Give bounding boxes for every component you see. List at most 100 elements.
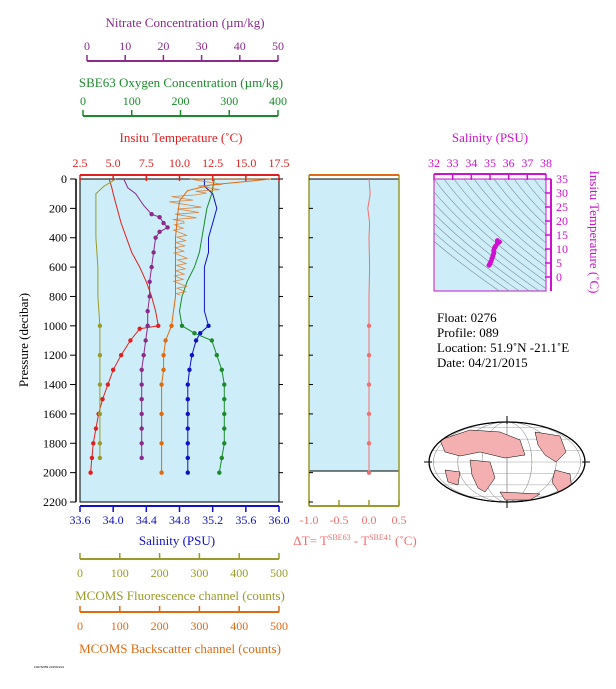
backscatter-point (161, 352, 166, 358)
pressure-tick-label: 1000 (43, 319, 67, 333)
pressure-axis-title: Pressure (decibar) (16, 293, 31, 387)
oxygen-point (214, 352, 220, 358)
salinity-axis-title: Salinity (PSU) (139, 533, 215, 548)
nitrate-tick-label: 20 (157, 39, 169, 53)
nitrate-tick-label: 40 (234, 39, 246, 53)
ts-density-contour (513, 179, 546, 217)
salinity-point (185, 397, 190, 402)
temperature-point (89, 455, 95, 461)
salinity-point (193, 338, 199, 343)
ts-temperature-tick-label: 10 (556, 242, 568, 256)
nitrate-point (141, 352, 146, 358)
pressure-tick-label: 800 (49, 289, 67, 303)
oxygen-tick-label: 100 (123, 94, 141, 108)
nitrate-tick-label: 10 (119, 39, 131, 53)
fluorescence-point (97, 411, 103, 417)
salinity-tick-label: 35.6 (235, 513, 256, 527)
ts-salinity-tick-label: 32 (428, 156, 440, 170)
backscatter-tick-label: 400 (230, 619, 248, 633)
nitrate-tick-label: 30 (196, 39, 208, 53)
ts-density-contour (523, 179, 546, 206)
fluorescence-point (97, 323, 103, 329)
ts-density-contour (434, 240, 500, 291)
nitrate-point (139, 382, 144, 387)
ts-salinity-tick-label: 34 (465, 156, 477, 170)
delta-point (366, 441, 372, 446)
oxygen-axis-title: SBE63 Oxygen Concentration (µm/kg) (79, 75, 283, 90)
nitrate-point (139, 426, 144, 431)
ts-density-contour (483, 179, 546, 244)
ts-temperature-tick-label: 25 (556, 200, 568, 214)
ts-density-contour (434, 179, 546, 282)
temperature-point (91, 441, 96, 446)
salinity-point (198, 330, 203, 336)
nitrate-point (145, 308, 150, 314)
temperature-line (90, 178, 159, 473)
fluorescence-point (97, 352, 103, 358)
ts-temperature-tick-label: 15 (556, 228, 568, 242)
salinity-tick-label: 34.0 (103, 513, 124, 527)
oxygen-tick-label: 200 (172, 94, 190, 108)
delta-point (366, 470, 372, 475)
salinity-point (185, 382, 190, 387)
delta-tick-label: -1.0 (300, 513, 319, 527)
ts-temperature-tick-label: 35 (556, 172, 568, 186)
ts-salinity-tick-label: 37 (521, 156, 533, 170)
ts-temperature-tick-label: 30 (556, 186, 568, 200)
ts-density-contour (463, 179, 546, 260)
ts-density-contour (434, 191, 546, 290)
nitrate-point (149, 212, 154, 217)
delta-point (366, 411, 372, 417)
salinity-tick-label: 35.2 (202, 513, 223, 527)
nitrate-point (157, 214, 162, 220)
delta-tick-label: 0.5 (392, 513, 407, 527)
temperature-point (137, 326, 142, 331)
delta-point (366, 352, 372, 358)
nitrate-point (143, 338, 148, 343)
nitrate-point (139, 441, 144, 446)
delta-tick-label: 0.0 (362, 513, 377, 527)
delta-title-c: (˚C) (392, 533, 417, 548)
delta-title-sup2: SBE41 (369, 533, 392, 542)
ts-density-contour (533, 179, 546, 195)
temperature-point (156, 323, 161, 329)
pressure-tick-label: 1800 (43, 436, 67, 450)
backscatter-point (159, 382, 164, 387)
fluorescence-point (97, 441, 103, 446)
temperature-point (110, 367, 116, 373)
oxygen-point (219, 367, 224, 373)
backscatter-axis-title: MCOMS Backscatter channel (counts) (79, 641, 281, 656)
oxygen-point (222, 397, 227, 402)
backscatter-point (163, 338, 168, 343)
ts-temperature-tick-label: 5 (556, 256, 562, 270)
backscatter-tick-label: 200 (151, 619, 169, 633)
nitrate-point (139, 397, 144, 402)
oxygen-point (222, 441, 227, 446)
profile-number: Profile: 089 (437, 325, 499, 340)
temperature-point (93, 426, 99, 431)
ts-density-contour (543, 179, 546, 183)
delta-tick-label: -0.5 (330, 513, 349, 527)
salinity-point (189, 352, 195, 358)
backscatter-tick-label: 300 (190, 619, 208, 633)
salinity-point (185, 411, 190, 417)
pressure-tick-label: 400 (49, 231, 67, 245)
ts-density-contour (434, 222, 520, 291)
nitrate-point (139, 411, 144, 417)
date: Date: 04/21/2015 (437, 355, 528, 370)
location: Location: 51.9˚N -21.1˚E (437, 340, 570, 355)
delta-point (366, 323, 372, 329)
nitrate-tick-label: 50 (272, 39, 284, 53)
pressure-tick-label: 600 (49, 260, 67, 274)
ts-density-contour (443, 179, 546, 275)
ts-density-contours (434, 179, 546, 291)
temperature-point (105, 382, 111, 387)
nitrate-point (161, 220, 166, 226)
salinity-tick-label: 34.8 (169, 513, 190, 527)
nitrate-point (153, 235, 158, 240)
nitrate-point (139, 455, 144, 461)
ts-salinity-tick-label: 38 (540, 156, 552, 170)
nitrate-point (147, 294, 152, 299)
pressure-tick-label: 1400 (43, 378, 67, 392)
temperature-point (100, 397, 105, 402)
